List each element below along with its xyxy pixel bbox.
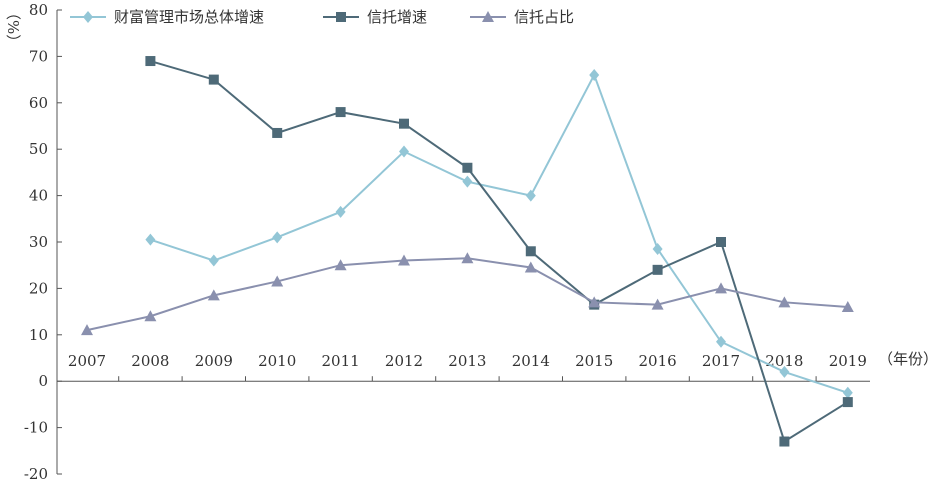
data-point (651, 298, 664, 310)
x-tick-label: 2013 (448, 352, 486, 370)
data-point (462, 162, 473, 173)
data-point (779, 436, 790, 447)
y-tick-label: 30 (29, 233, 48, 251)
data-point (399, 145, 409, 158)
data-point (208, 74, 219, 85)
data-point (652, 242, 663, 255)
x-tick-label: 2007 (68, 352, 106, 370)
legend-marker (482, 11, 494, 22)
series-2 (145, 56, 853, 447)
x-tick-label: 2014 (512, 352, 550, 370)
data-point (145, 56, 156, 67)
data-point (145, 233, 156, 246)
legend-item: 财富管理市场总体增速 (70, 8, 264, 26)
axes: -20 -10 0 10 20 30 40 50 60 70 80 2007 2008 2009 2010 2… (24, 1, 870, 482)
data-point (716, 237, 726, 247)
y-tick-label: -10 (24, 419, 48, 437)
data-point (272, 231, 283, 244)
data-point (461, 252, 474, 264)
data-point (271, 275, 284, 287)
data-point (334, 259, 347, 271)
y-axis-label: （%） (4, 5, 22, 49)
data-point (779, 365, 790, 378)
data-point (778, 296, 791, 308)
y-tick-label: 60 (29, 94, 48, 112)
series-3 (81, 252, 854, 336)
x-tick-label: 2017 (702, 352, 740, 370)
data-point (842, 397, 853, 408)
legend-marker (336, 12, 346, 22)
x-tick-label: 2012 (385, 352, 423, 370)
y-tick-label: 80 (29, 1, 48, 19)
data-point (525, 246, 536, 257)
legend-item: 信托占比 (470, 8, 574, 26)
legend-item: 信托增速 (323, 8, 427, 26)
y-tick-label: 10 (29, 326, 48, 344)
data-point (207, 289, 220, 301)
data-point (272, 127, 283, 138)
legend: 财富管理市场总体增速 信托增速 信托占比 (70, 8, 574, 26)
y-tick-label: 0 (38, 372, 48, 390)
legend-marker (83, 11, 93, 23)
x-tick-label: 2010 (258, 352, 296, 370)
series-line (86, 257, 848, 332)
y-tick-label: 20 (29, 279, 48, 297)
data-point (589, 68, 600, 81)
series-line (150, 60, 849, 444)
x-axis-label: （年份） (878, 350, 938, 368)
legend-label: 信托占比 (514, 8, 574, 26)
legend-label: 信托增速 (367, 8, 427, 26)
x-tick-label: 2011 (322, 352, 360, 370)
data-point (399, 118, 409, 129)
data-point (208, 254, 219, 267)
y-tick-label: -20 (24, 465, 48, 482)
data-point (524, 261, 537, 273)
data-point (841, 300, 854, 312)
data-point (842, 386, 853, 399)
x-tick-label: 2018 (765, 352, 803, 370)
data-point (335, 107, 346, 118)
x-tick-label: 2015 (575, 352, 613, 370)
data-point (588, 296, 601, 308)
y-tick-label: 40 (29, 187, 48, 205)
data-point (398, 254, 410, 266)
data-point (715, 282, 727, 294)
y-tick-label: 70 (29, 47, 48, 65)
data-point (81, 324, 93, 336)
x-tick-label: 2009 (195, 352, 233, 370)
series-1 (145, 68, 853, 399)
x-tick-label: 2016 (639, 352, 677, 370)
data-point (716, 335, 726, 348)
x-tick-label: 2019 (829, 352, 867, 370)
data-point (462, 175, 473, 188)
data-point (144, 310, 157, 322)
y-tick-label: 50 (29, 140, 48, 158)
data-point (652, 264, 663, 275)
series-layer (81, 56, 854, 447)
x-tick-label: 2008 (131, 352, 169, 370)
data-point (525, 189, 536, 202)
data-point (335, 205, 346, 218)
legend-label: 财富管理市场总体增速 (114, 8, 264, 26)
series-line (150, 72, 849, 394)
